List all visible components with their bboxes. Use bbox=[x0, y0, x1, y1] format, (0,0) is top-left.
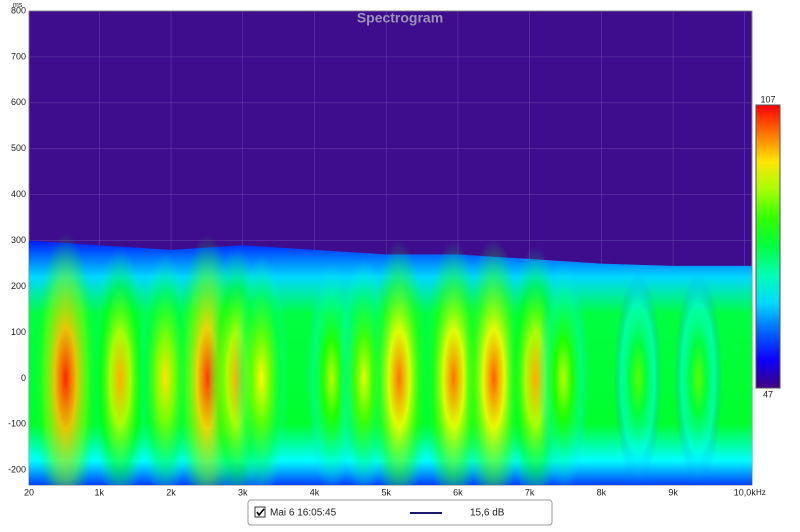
x-tick-label: 2k bbox=[166, 487, 176, 497]
y-tick-label: 800 bbox=[11, 5, 26, 15]
y-tick-label: 500 bbox=[11, 143, 26, 153]
legend-box bbox=[247, 499, 553, 526]
legend-label: Mai 6 16:05:45 bbox=[270, 508, 337, 519]
x-tick-label: 7k bbox=[525, 487, 535, 497]
colorbar-tick-label: 107 bbox=[760, 94, 775, 104]
y-tick-label: 400 bbox=[11, 189, 26, 199]
y-tick-label: 300 bbox=[11, 235, 26, 245]
legend-value: 15,6 dB bbox=[470, 508, 505, 519]
y-tick-label: 0 bbox=[21, 373, 26, 383]
peak bbox=[369, 240, 429, 485]
peak bbox=[614, 272, 662, 485]
x-tick-label: 9k bbox=[668, 487, 678, 497]
x-tick-label: 20 bbox=[24, 487, 34, 497]
peak bbox=[234, 254, 289, 485]
chart-title: Spectrogram bbox=[357, 10, 443, 26]
peak bbox=[537, 262, 590, 485]
x-tick-label: 5k bbox=[381, 487, 391, 497]
y-tick-label: 100 bbox=[11, 327, 26, 337]
peak bbox=[34, 232, 97, 485]
y-tick-label: -100 bbox=[8, 419, 26, 429]
colorbar bbox=[755, 104, 781, 389]
x-tick-label: 3k bbox=[238, 487, 248, 497]
peak bbox=[674, 272, 723, 485]
x-tick-label: 6k bbox=[453, 487, 463, 497]
y-tick-label: 200 bbox=[11, 281, 26, 291]
x-tick-label: 4k bbox=[310, 487, 320, 497]
peak bbox=[91, 246, 149, 485]
colorbar-tick-label: 47 bbox=[763, 389, 773, 399]
y-tick-label: 700 bbox=[11, 51, 26, 61]
checkmark bbox=[256, 508, 265, 517]
checkbox[interactable] bbox=[254, 506, 266, 518]
x-tick-label: 10,0k bbox=[734, 487, 757, 497]
legend: Mai 6 16:05:45 15,6 dB bbox=[247, 499, 553, 526]
y-unit: ms bbox=[13, 2, 23, 9]
x-unit: Hz bbox=[756, 488, 766, 497]
x-tick-label: 1k bbox=[95, 487, 105, 497]
x-tick-label: 8k bbox=[597, 487, 607, 497]
y-tick-label: -200 bbox=[8, 465, 26, 475]
y-tick-label: 600 bbox=[11, 97, 26, 107]
